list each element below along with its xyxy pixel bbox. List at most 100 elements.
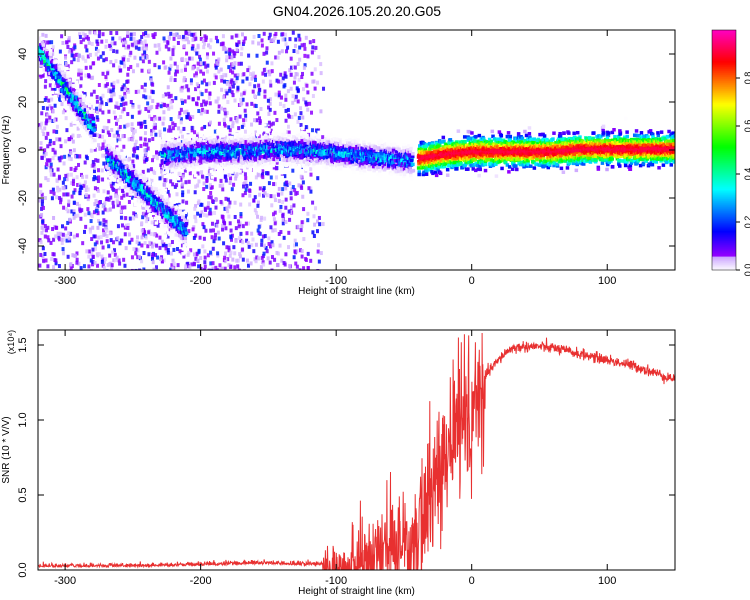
noise-cell xyxy=(91,75,95,80)
ridge-cell xyxy=(249,146,254,150)
noise-cell xyxy=(52,86,56,91)
noise-cell xyxy=(41,73,45,78)
ridge-cell xyxy=(176,176,181,181)
noise-cell xyxy=(130,114,134,119)
noise-cell xyxy=(268,79,272,84)
noise-cell xyxy=(303,53,307,58)
noise-cell xyxy=(187,40,191,45)
noise-cell xyxy=(284,93,288,98)
noise-cell xyxy=(79,216,83,221)
noise-cell xyxy=(201,244,205,249)
noise-cell xyxy=(86,207,90,212)
noise-cell xyxy=(245,76,249,81)
noise-cell xyxy=(281,76,285,81)
noise-cell xyxy=(72,215,76,220)
noise-cell xyxy=(299,123,303,128)
noise-cell xyxy=(74,52,78,57)
noise-cell xyxy=(109,46,113,51)
noise-cell xyxy=(140,85,144,90)
ridge-cell xyxy=(270,142,274,147)
ridge-cell xyxy=(147,197,151,202)
noise-cell xyxy=(128,53,132,58)
noise-cell xyxy=(123,225,127,230)
ridge-cell xyxy=(76,123,81,127)
ridge-cell xyxy=(271,132,275,137)
noise-cell xyxy=(112,80,116,85)
noise-cell xyxy=(234,33,238,38)
noise-cell xyxy=(169,251,173,256)
noise-cell xyxy=(218,183,222,188)
noise-cell xyxy=(69,266,73,270)
noise-cell xyxy=(209,211,213,216)
ridge-cell xyxy=(255,138,259,142)
noise-cell xyxy=(199,111,203,116)
noise-cell xyxy=(121,40,125,45)
noise-cell xyxy=(143,241,147,246)
noise-cell xyxy=(120,60,124,65)
ridge-cell xyxy=(216,168,221,173)
ridge-cell xyxy=(184,221,189,226)
noise-cell xyxy=(277,92,281,97)
noise-cell xyxy=(272,217,276,222)
ridge-cell xyxy=(191,145,196,149)
ridge-cell xyxy=(48,52,52,56)
noise-cell xyxy=(96,263,100,268)
noise-cell xyxy=(55,129,59,134)
noise-cell xyxy=(55,137,59,142)
noise-cell xyxy=(260,242,264,247)
noise-cell xyxy=(183,99,187,104)
noise-cell xyxy=(175,64,179,69)
noise-cell xyxy=(270,240,274,245)
noise-cell xyxy=(116,133,120,138)
noise-cell xyxy=(69,150,73,155)
noise-cell xyxy=(208,120,212,125)
noise-cell xyxy=(224,226,228,231)
noise-cell xyxy=(290,187,294,192)
noise-cell xyxy=(241,97,245,102)
noise-cell xyxy=(113,258,117,263)
noise-cell xyxy=(126,112,130,117)
noise-cell xyxy=(184,31,188,36)
noise-cell xyxy=(173,122,177,127)
noise-cell xyxy=(117,186,121,191)
noise-cell xyxy=(67,156,71,161)
noise-cell xyxy=(286,107,290,112)
noise-cell xyxy=(104,219,108,224)
ridge-cell xyxy=(87,103,92,108)
noise-cell xyxy=(49,189,53,194)
noise-cell xyxy=(244,117,248,122)
noise-cell xyxy=(126,223,130,228)
noise-cell xyxy=(39,240,43,245)
noise-cell xyxy=(259,106,263,111)
noise-cell xyxy=(152,128,156,133)
noise-cell xyxy=(310,128,314,133)
noise-cell xyxy=(296,224,300,229)
noise-cell xyxy=(129,50,133,55)
noise-cell xyxy=(284,186,288,191)
ridge-cell xyxy=(87,124,91,129)
noise-cell xyxy=(103,139,107,144)
noise-cell xyxy=(293,238,297,243)
ridge-cell xyxy=(173,144,177,148)
ridge-cell xyxy=(173,167,177,172)
noise-cell xyxy=(104,44,108,49)
noise-cell xyxy=(158,235,162,240)
noise-cell xyxy=(172,32,176,37)
noise-cell xyxy=(102,125,106,130)
ridge-cell xyxy=(219,163,224,167)
noise-cell xyxy=(294,37,298,42)
ridge-cell xyxy=(80,132,85,136)
ridge-cell xyxy=(160,143,165,148)
noise-cell xyxy=(162,60,166,65)
noise-cell xyxy=(99,96,103,101)
noise-cell xyxy=(278,208,282,213)
noise-cell xyxy=(235,172,239,177)
noise-cell xyxy=(103,201,107,206)
noise-cell xyxy=(146,33,150,38)
noise-cell xyxy=(62,192,66,197)
ridge-cell xyxy=(137,171,141,175)
noise-cell xyxy=(139,124,143,129)
noise-cell xyxy=(81,55,85,60)
noise-cell xyxy=(107,244,111,249)
noise-cell xyxy=(155,50,159,55)
